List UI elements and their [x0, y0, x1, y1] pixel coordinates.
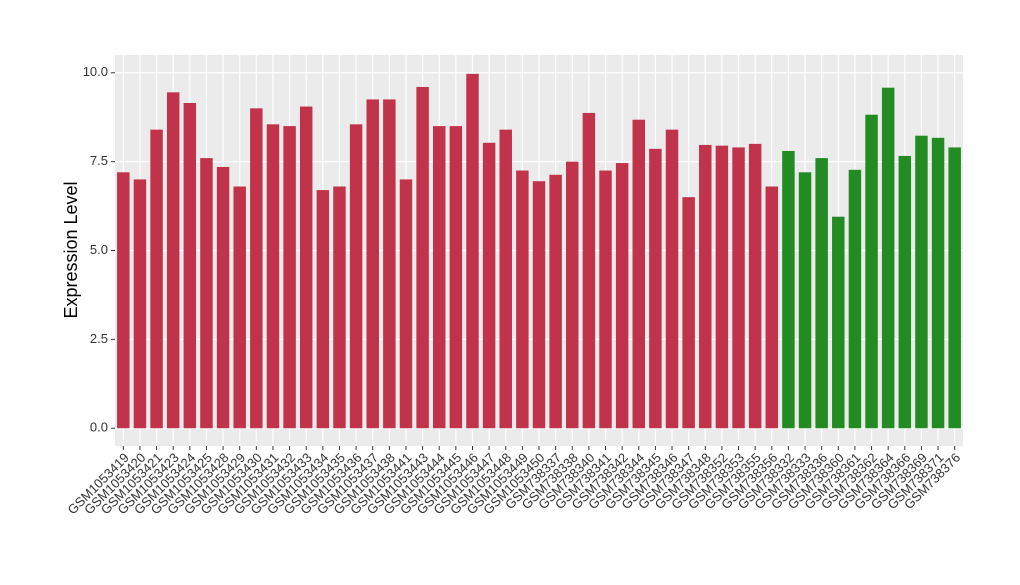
bar [366, 99, 379, 429]
bar [532, 181, 546, 429]
y-tick-label: 10.0 [83, 64, 108, 79]
bar [266, 124, 280, 429]
bar [915, 135, 928, 429]
bar [216, 166, 230, 429]
bar [582, 112, 596, 429]
bar [765, 186, 779, 429]
bar [150, 129, 163, 429]
bar [682, 197, 695, 429]
bar [815, 158, 828, 429]
bar [782, 150, 795, 429]
bar [881, 87, 895, 429]
bar [599, 170, 612, 429]
bar [349, 124, 363, 429]
bar [299, 106, 313, 429]
bar [848, 169, 862, 429]
y-axis-label: Expression Level [61, 181, 81, 318]
bar [449, 126, 463, 429]
bar [117, 172, 130, 429]
bar [466, 73, 479, 429]
bar [549, 174, 562, 429]
bar [898, 155, 912, 429]
bar [665, 129, 679, 429]
bar [233, 186, 246, 429]
y-tick-label: 0.0 [90, 420, 108, 435]
bar [732, 147, 745, 429]
y-tick-label: 2.5 [90, 331, 108, 346]
bar [748, 143, 762, 429]
bar [183, 102, 197, 429]
bar [166, 92, 180, 429]
bar [632, 119, 645, 429]
bar [383, 99, 396, 429]
bar [433, 126, 446, 429]
bar [133, 179, 147, 429]
bar [482, 142, 496, 429]
bar [316, 190, 330, 429]
bar [615, 163, 629, 429]
bar [699, 144, 712, 429]
bar [798, 172, 812, 429]
bar [333, 186, 346, 429]
bar [399, 179, 413, 429]
bar [250, 108, 263, 429]
bar [416, 86, 429, 429]
y-tick-label: 7.5 [90, 153, 108, 168]
bar [715, 145, 729, 429]
bar [832, 216, 845, 429]
bar [516, 170, 529, 429]
bar [283, 126, 296, 429]
bar [948, 147, 961, 429]
y-tick-label: 5.0 [90, 242, 108, 257]
bar [499, 129, 512, 429]
bar [649, 148, 662, 429]
bar [566, 161, 579, 429]
bar [931, 137, 945, 429]
bar [865, 114, 878, 429]
bar [200, 158, 213, 429]
